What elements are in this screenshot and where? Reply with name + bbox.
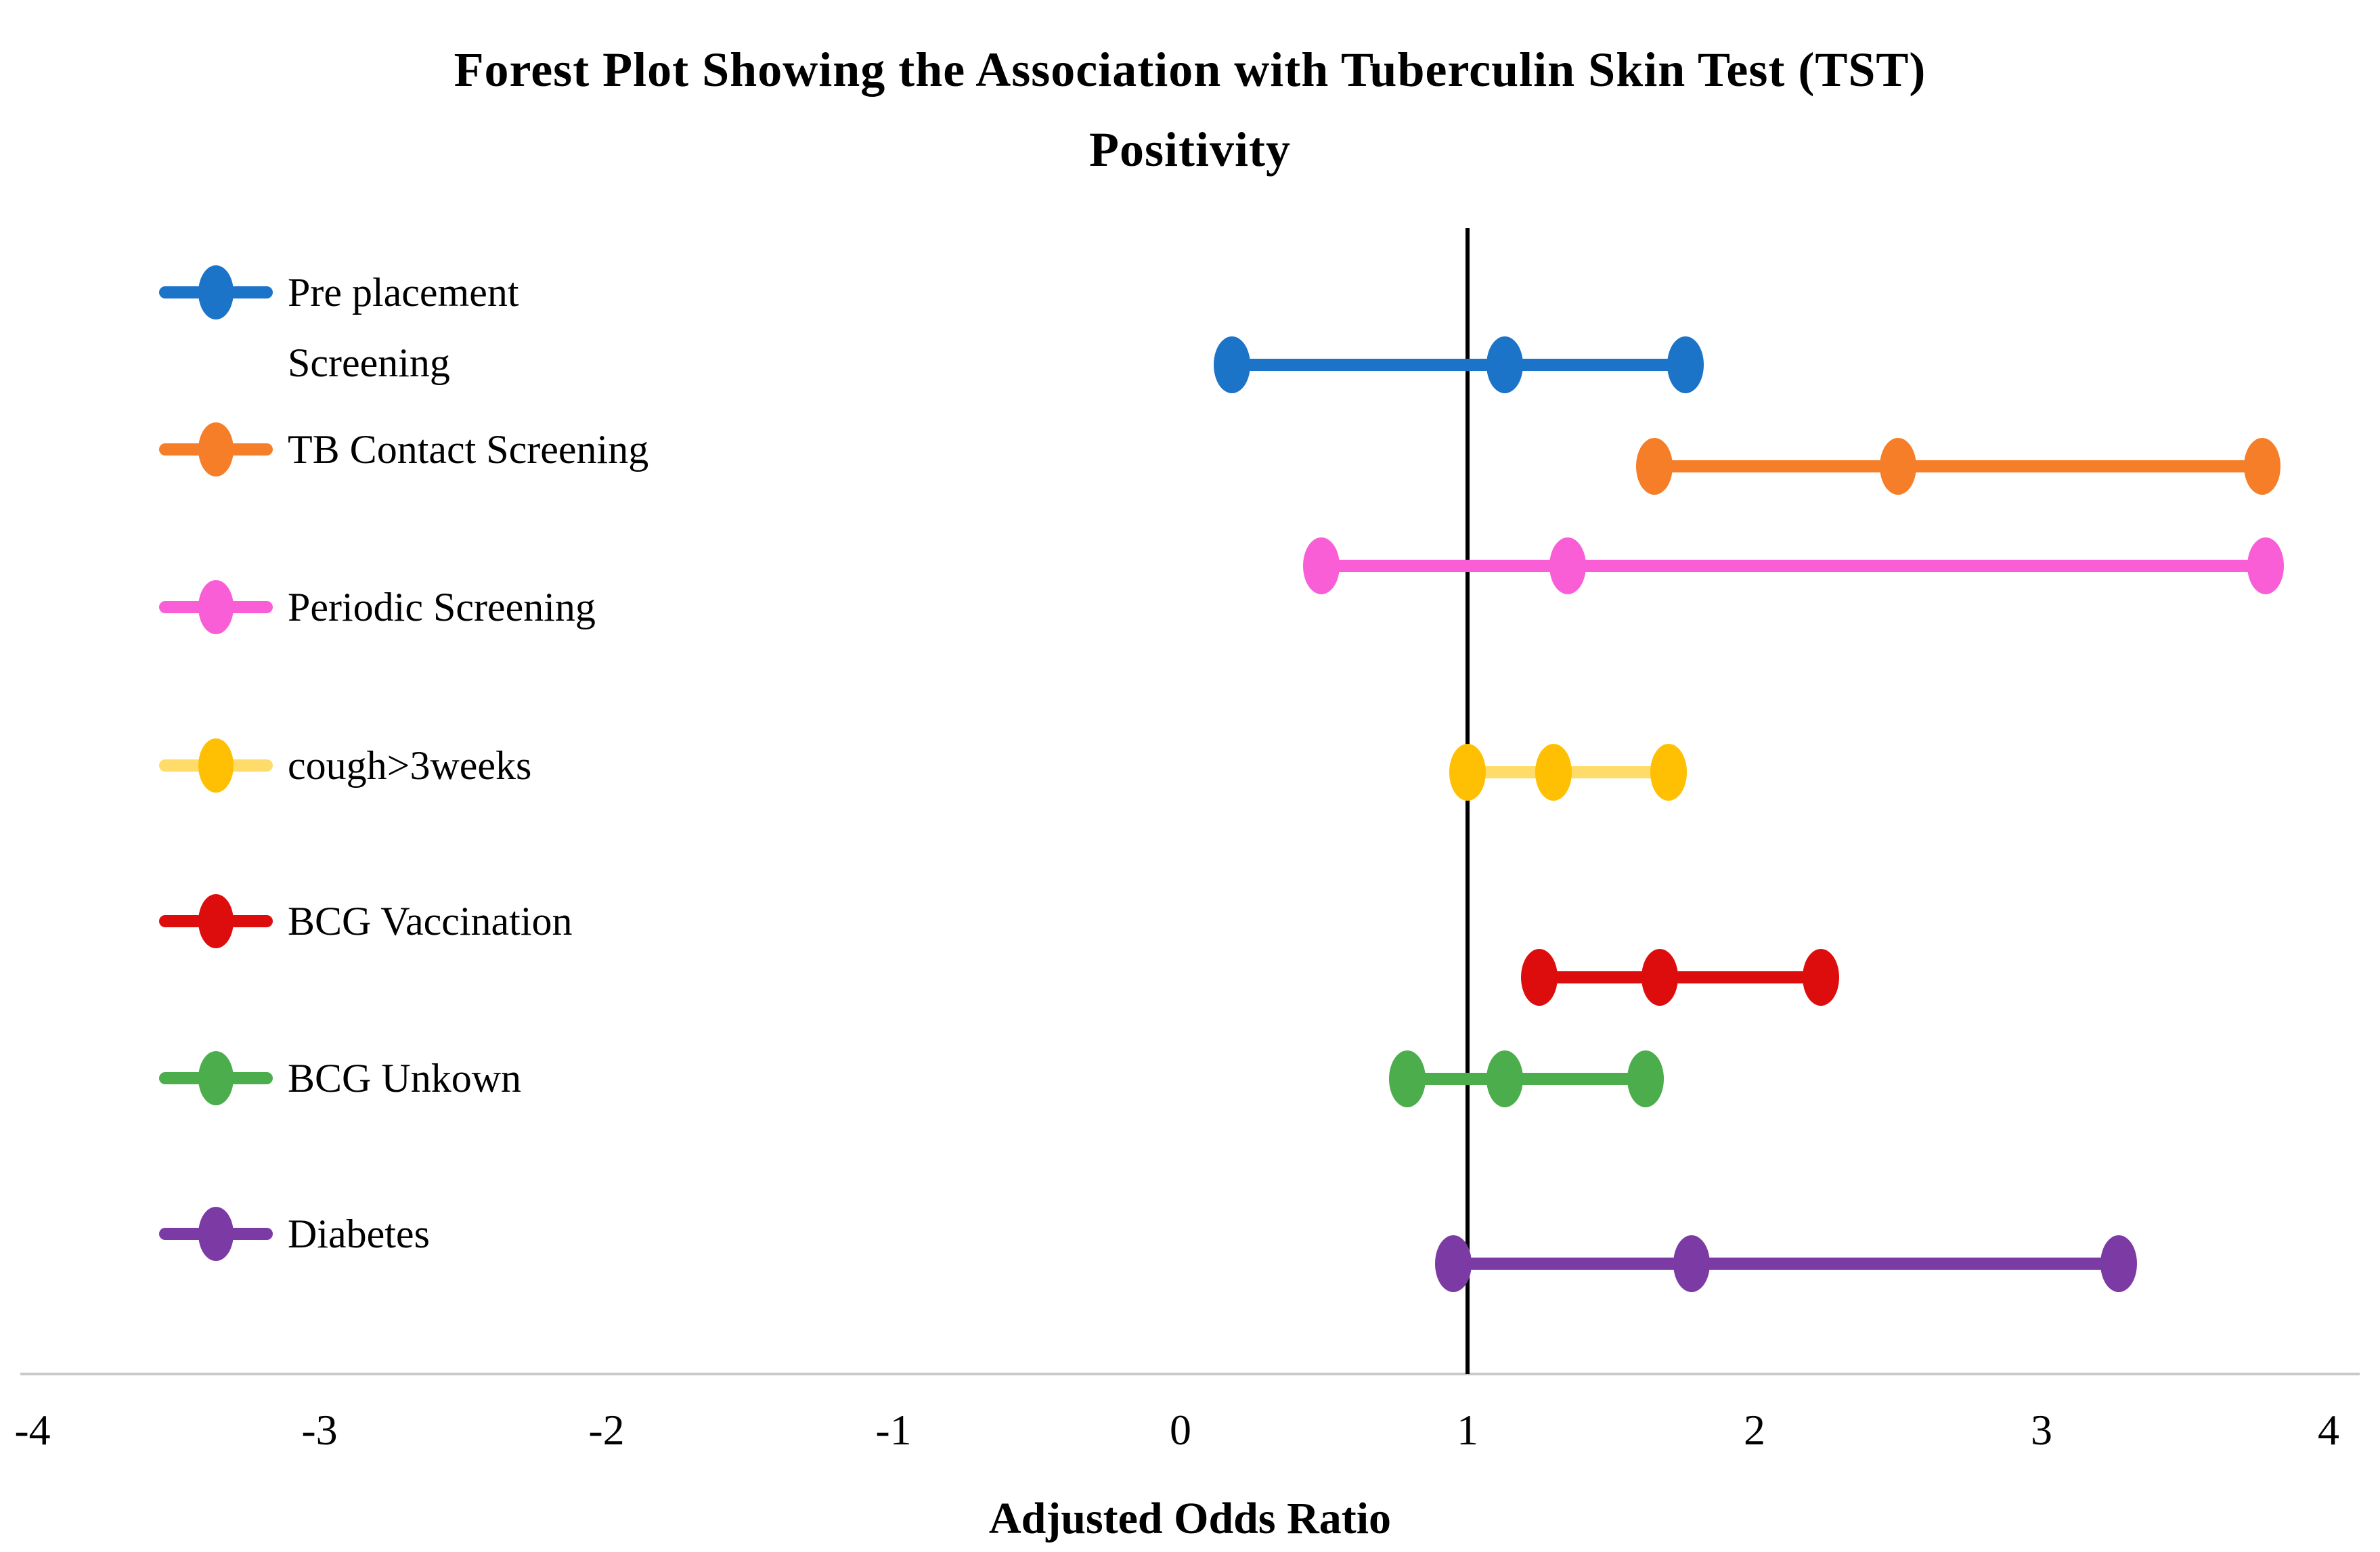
tb-contact-screening-legend-marker-icon (159, 414, 273, 485)
cough-3weeks-label-row: cough>3weeks (159, 730, 531, 801)
periodic-screening-label-row: Periodic Screening (159, 572, 596, 642)
pre-placement-screening-or-dot (1486, 336, 1524, 393)
bcg-unkown-ci-line (1407, 1073, 1646, 1085)
x-tick-label: -2 (588, 1406, 625, 1454)
bcg-unkown-ci-high-dot (1627, 1050, 1664, 1107)
pre-placement-screening-label: Pre placement Screening (288, 270, 519, 385)
periodic-screening-label: Periodic Screening (288, 585, 596, 629)
bcg-unkown-legend-marker-icon (159, 1043, 273, 1113)
diabetes-legend-dot (198, 1207, 234, 1261)
bcg-vaccination-ci-low-dot (1521, 949, 1558, 1006)
diabetes-ci-line (1453, 1258, 2119, 1270)
x-tick-label: 2 (1744, 1406, 1765, 1454)
bcg-unkown-label-row: BCG Unkown (159, 1043, 521, 1113)
bcg-vaccination-ci-line (1539, 971, 1821, 983)
x-tick-label: 4 (2318, 1406, 2339, 1454)
cough-3weeks-ci-low-dot (1449, 744, 1486, 801)
periodic-screening-or-dot (1549, 537, 1587, 594)
x-tick-label: -4 (14, 1406, 51, 1454)
bcg-unkown-legend-dot (198, 1051, 234, 1105)
x-tick-label: 1 (1457, 1406, 1478, 1454)
pre-placement-screening-label-row: Pre placement Screening (159, 257, 519, 398)
x-tick-label: -1 (875, 1406, 912, 1454)
periodic-screening-legend-dot (198, 580, 234, 634)
bcg-vaccination-or-dot (1641, 949, 1679, 1006)
tb-contact-screening-label: TB Contact Screening (288, 427, 649, 472)
tb-contact-screening-ci-low-dot (1635, 438, 1673, 495)
diabetes-or-dot (1673, 1235, 1710, 1292)
bcg-unkown-or-dot (1486, 1050, 1524, 1107)
bcg-vaccination-legend-dot (198, 894, 234, 948)
pre-placement-screening-ci-low-dot (1214, 336, 1251, 393)
pre-placement-screening-legend-marker-icon (159, 257, 273, 328)
bcg-vaccination-label: BCG Vaccination (288, 899, 573, 944)
x-axis-title: Adjusted Odds Ratio (988, 1494, 1392, 1543)
pre-placement-screening-ci-line (1232, 359, 1686, 371)
bcg-unkown-label: BCG Unkown (288, 1056, 522, 1101)
tb-contact-screening-legend-dot (198, 422, 234, 476)
cough-3weeks-label: cough>3weeks (288, 743, 532, 788)
cough-3weeks-legend-dot (198, 738, 234, 793)
x-axis-line (20, 1373, 2360, 1375)
bcg-unkown-ci-low-dot (1388, 1050, 1426, 1107)
bcg-vaccination-label-row: BCG Vaccination (159, 886, 573, 956)
tb-contact-screening-or-dot (1880, 438, 1916, 495)
diabetes-legend-marker-icon (159, 1199, 273, 1269)
x-tick-label: 0 (1170, 1406, 1191, 1454)
x-tick-label: -3 (301, 1406, 338, 1454)
diabetes-ci-low-dot (1434, 1235, 1472, 1292)
pre-placement-screening-ci-high-dot (1667, 336, 1704, 393)
tb-contact-screening-ci-high-dot (2244, 438, 2281, 495)
tb-contact-screening-ci-line (1654, 460, 2263, 472)
periodic-screening-ci-low-dot (1302, 537, 1340, 594)
diabetes-label: Diabetes (288, 1212, 430, 1256)
pre-placement-screening-legend-dot (198, 265, 234, 319)
bcg-vaccination-legend-marker-icon (159, 886, 273, 956)
tb-contact-screening-label-row: TB Contact Screening (159, 414, 648, 485)
reference-line (1466, 228, 1470, 1374)
periodic-screening-ci-line (1321, 560, 2266, 572)
cough-3weeks-legend-marker-icon (159, 730, 273, 801)
chart-title: Forest Plot Showing the Association with… (454, 43, 1926, 177)
diabetes-label-row: Diabetes (159, 1199, 430, 1269)
periodic-screening-legend-marker-icon (159, 572, 273, 642)
diabetes-ci-high-dot (2100, 1235, 2138, 1292)
cough-3weeks-ci-high-dot (1650, 744, 1687, 801)
bcg-vaccination-ci-high-dot (1802, 949, 1839, 1006)
periodic-screening-ci-high-dot (2247, 537, 2284, 594)
cough-3weeks-or-dot (1535, 744, 1572, 801)
x-tick-label: 3 (2031, 1406, 2052, 1454)
